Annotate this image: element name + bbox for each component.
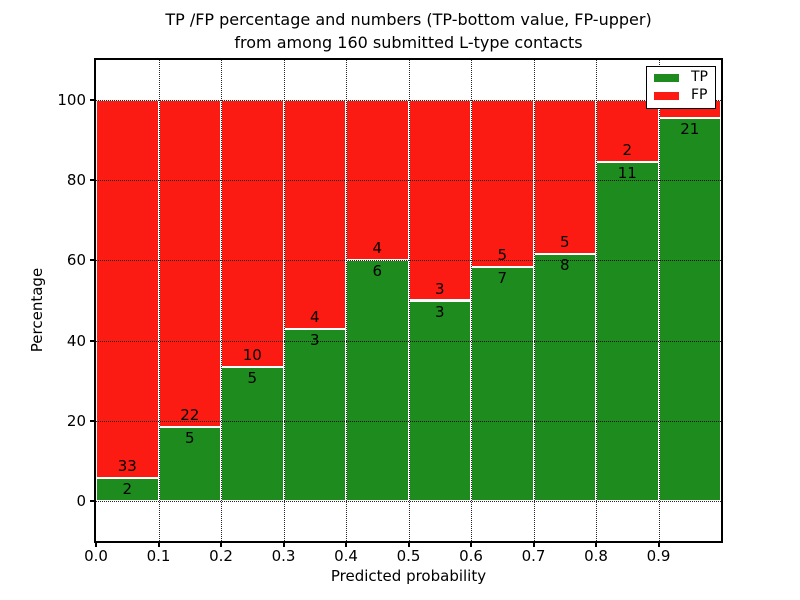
y-tick-mark: [90, 499, 96, 502]
x-tick-mark: [532, 541, 535, 547]
x-tick-mark: [282, 541, 285, 547]
legend: TP FP: [646, 66, 716, 109]
x-tick-label: 0.9: [646, 547, 671, 565]
x-tick-mark: [407, 541, 410, 547]
legend-label-fp: FP: [691, 87, 708, 103]
legend-label-tp: TP: [691, 69, 708, 85]
x-tick-label: 0.4: [334, 547, 358, 565]
y-tick-mark: [90, 179, 96, 182]
tp-count-label: 5: [184, 428, 195, 447]
fp-count-label: 2: [622, 140, 633, 159]
fp-count-label: 5: [559, 233, 570, 252]
x-tick-label: 0.2: [209, 547, 233, 565]
y-tick-label: 40: [66, 331, 86, 350]
x-tick-mark: [657, 541, 660, 547]
x-tick-mark: [220, 541, 222, 547]
fp-count-label: 4: [309, 308, 320, 327]
tp-count-label: 3: [434, 302, 445, 321]
tp-bar-segment: [96, 478, 159, 501]
fp-bar-segment: [533, 100, 596, 255]
tp-bar-segment: [471, 267, 534, 501]
tp-count-label: 6: [372, 262, 383, 281]
x-tick-label: 0.1: [146, 547, 171, 565]
x-tick-label: 0.3: [271, 547, 296, 565]
fp-count-label: 5: [497, 246, 508, 265]
tp-count-label: 21: [680, 120, 700, 139]
y-tick-mark: [90, 419, 96, 422]
legend-item-fp: FP: [647, 88, 715, 103]
x-tick-mark: [95, 541, 97, 547]
tp-bar-segment: [533, 254, 596, 501]
tp-count-label: 2: [122, 480, 133, 499]
x-tick-mark: [345, 541, 347, 547]
x-tick-label: 0.0: [84, 547, 108, 565]
tp-count-label: 5: [247, 369, 258, 388]
chart-title-line2: from among 160 submitted L-type contacts: [234, 33, 583, 52]
fp-count-label: 10: [242, 346, 262, 365]
y-tick-label: 20: [66, 411, 86, 430]
x-tick-mark: [470, 541, 472, 547]
fp-count-label: 22: [180, 405, 200, 424]
tp-count-label: 11: [617, 163, 637, 182]
tp-bar-segment: [408, 300, 471, 501]
plot-area: 33 2 22 5 10 5 4 3 4 6 3 3 5 7 5 8 2 11 21: [94, 58, 723, 543]
x-tick-mark: [157, 541, 160, 547]
x-axis-label: Predicted probability: [330, 567, 487, 585]
tp-bar-segment: [158, 426, 221, 501]
y-tick-label: 0: [76, 491, 86, 510]
tp-count-label: 8: [559, 256, 570, 275]
bars-layer: [96, 60, 721, 541]
fp-count-label: 33: [117, 457, 137, 476]
y-tick-label: 60: [66, 251, 86, 270]
tp-bar-segment: [658, 118, 721, 501]
fp-count-label: 4: [372, 239, 383, 258]
tp-count-label: 3: [309, 331, 320, 350]
y-tick-label: 100: [57, 91, 86, 110]
y-tick-mark: [90, 259, 96, 262]
y-tick-mark: [90, 99, 96, 102]
x-tick-label: 0.6: [459, 547, 483, 565]
chart-title-line1: TP /FP percentage and numbers (TP-bottom…: [165, 10, 652, 29]
x-tick-label: 0.8: [584, 547, 608, 565]
fp-swatch-icon: [654, 92, 679, 100]
bar-count-labels: 33 2 22 5 10 5 4 3 4 6 3 3 5 7 5 8 2 11 21: [96, 60, 721, 541]
fp-bar-segment: [96, 100, 159, 479]
y-tick-mark: [90, 339, 96, 342]
y-tick-label: 80: [66, 171, 86, 190]
fp-bar-segment: [596, 100, 659, 162]
tp-count-label: 7: [497, 269, 508, 288]
fp-count-label: 3: [434, 279, 445, 298]
fp-bar-segment: [158, 100, 221, 427]
x-tick-label: 0.5: [396, 547, 421, 565]
tp-swatch-icon: [654, 74, 679, 82]
x-tick-mark: [595, 541, 597, 547]
fp-bar-segment: [283, 100, 346, 330]
x-tick-label: 0.7: [521, 547, 546, 565]
legend-item-tp: TP: [647, 70, 715, 85]
